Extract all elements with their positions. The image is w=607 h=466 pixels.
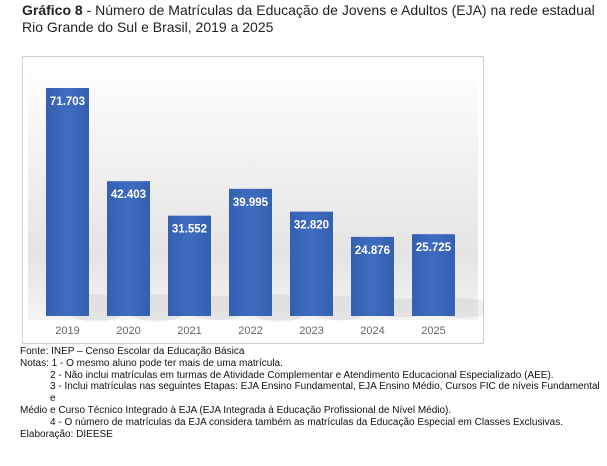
bar-2022 <box>229 188 272 316</box>
x-tick-label: 2025 <box>421 325 445 337</box>
data-label: 25.725 <box>416 242 452 254</box>
bar-2023 <box>290 211 333 316</box>
note-3: 3 - Inclui matrículas nas seguintes Etap… <box>50 381 600 405</box>
note-4: 4 - O número de matrículas da EJA consid… <box>50 416 564 428</box>
chart-notes: Fonte: INEP – Censo Escolar da Educação … <box>20 346 604 440</box>
x-tick-label: 2022 <box>238 325 262 337</box>
credit-note: Elaboração: DIEESE <box>20 428 113 440</box>
title-line1: Número de Matrículas da Educação de Jove… <box>95 2 595 18</box>
x-tick-label: 2021 <box>177 325 201 337</box>
bar-2019 <box>46 88 89 316</box>
chart-title: Gráfico 8 - Número de Matrículas da Educ… <box>22 2 602 36</box>
bar-2024 <box>351 236 394 316</box>
note-3-cont: Médio e Curso Técnico Integrado à EJA (E… <box>20 404 452 416</box>
note-2: 2 - Não inclui matrículas em turmas de A… <box>50 369 554 381</box>
data-label: 39.995 <box>233 197 269 209</box>
x-tick-label: 2019 <box>55 325 79 337</box>
x-tick-label: 2024 <box>360 325 384 337</box>
title-line2: Rio Grande do Sul e Brasil, 2019 a 2025 <box>22 19 274 35</box>
x-tick-label: 2023 <box>299 325 323 337</box>
data-label: 42.403 <box>111 189 146 201</box>
data-label: 71.703 <box>50 96 85 108</box>
title-dash: - <box>82 2 96 18</box>
data-label: 31.552 <box>172 224 207 236</box>
bar-2021 <box>168 215 211 316</box>
x-tick-label: 2020 <box>116 325 140 337</box>
bar-2020 <box>107 181 150 316</box>
bar-chart: 71.703 2019 42.403 2020 31.552 2021 39.995 2022… <box>28 62 484 337</box>
data-label: 32.820 <box>294 220 329 232</box>
data-label: 24.876 <box>355 245 390 257</box>
bar-2025 <box>412 234 455 316</box>
note-1: Notas: 1 - O mesmo aluno pode ter mais d… <box>20 357 283 369</box>
source-note: Fonte: INEP – Censo Escolar da Educação … <box>20 346 245 357</box>
chart-number: Gráfico 8 <box>22 2 83 18</box>
